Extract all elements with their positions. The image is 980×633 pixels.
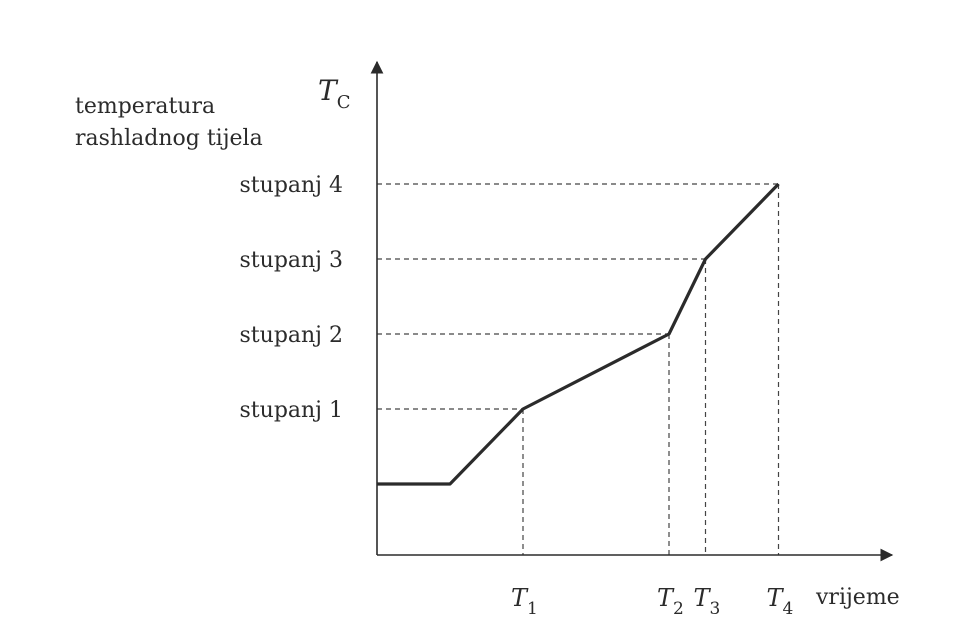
x-tick-label-4: T4 — [767, 584, 794, 619]
y-tick-label: stupanj 3 — [240, 248, 343, 273]
series-line — [377, 182, 780, 486]
x-tick-labels: T1 T2 T3 T4 — [511, 584, 793, 619]
y-tick-labels: stupanj 1 stupanj 2 stupanj 3 stupanj 4 — [240, 173, 343, 423]
y-tick-label: stupanj 2 — [240, 323, 343, 348]
y-axis-label-line-2: rashladnog tijela — [75, 126, 263, 151]
x-axis-label: vrijeme — [815, 585, 900, 610]
y-tick-label: stupanj 4 — [240, 173, 343, 198]
x-tick-label-1: T1 — [511, 584, 538, 619]
x-tick-label-2: T2 — [657, 584, 684, 619]
y-axis-symbol: TC — [318, 74, 350, 113]
y-tick-label: stupanj 1 — [240, 398, 343, 423]
y-axis-label-line-1: temperatura — [75, 94, 215, 119]
dashed-guide-lines — [377, 183, 780, 555]
x-tick-label-3: T3 — [694, 584, 721, 619]
